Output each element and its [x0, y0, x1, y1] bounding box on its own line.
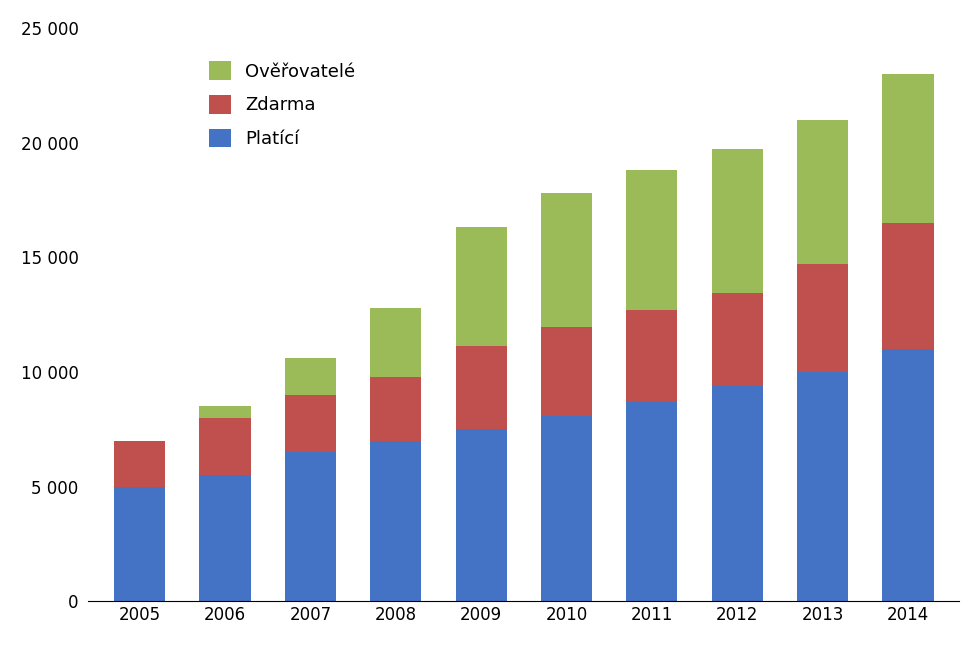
Bar [285, 358, 336, 395]
Bar [199, 406, 251, 418]
Bar [541, 193, 592, 327]
Bar [370, 377, 421, 441]
Bar [626, 402, 677, 601]
Bar [711, 150, 762, 293]
Bar [285, 452, 336, 601]
Bar [199, 418, 251, 475]
Bar [114, 486, 166, 601]
Bar [626, 310, 677, 402]
Bar [711, 386, 762, 601]
Legend: Ověřovatelé, Zdarma, Platící: Ověřovatelé, Zdarma, Platící [202, 54, 363, 155]
Bar [456, 346, 507, 430]
Bar [797, 264, 849, 372]
Bar [882, 349, 934, 601]
Bar [456, 228, 507, 346]
Bar [285, 395, 336, 452]
Bar [711, 293, 762, 386]
Bar [199, 475, 251, 601]
Bar [626, 170, 677, 310]
Bar [456, 430, 507, 601]
Bar [797, 119, 849, 264]
Bar [541, 327, 592, 415]
Bar [114, 441, 166, 486]
Bar [370, 308, 421, 377]
Bar [882, 223, 934, 349]
Bar [370, 441, 421, 601]
Bar [797, 372, 849, 601]
Bar [541, 415, 592, 601]
Bar [882, 74, 934, 223]
